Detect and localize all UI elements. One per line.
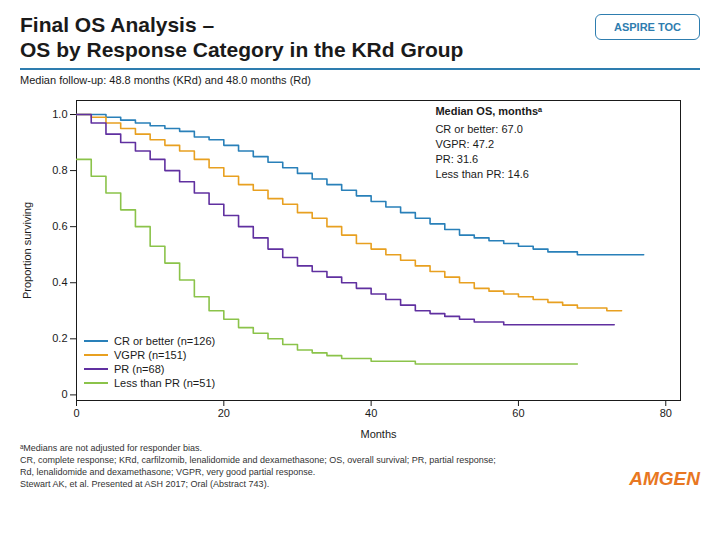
svg-text:0.6: 0.6 [52,220,67,232]
html-text:Median follow-up: 48.8 months: Median follow-up: 48.8 months (KRd) and … [20,74,311,86]
svg-text:Proportion surviving: Proportion surviving [21,202,33,299]
html-text:VGPR (n=151): VGPR (n=151) [114,349,187,361]
html-text:Final OS Analysis –: Final OS Analysis – [20,13,215,36]
html-text:PR: 31.6: PR: 31.6 [435,153,479,165]
html-text:Stewart AK, et al. Presented a: Stewart AK, et al. Presented at ASH 2017… [20,479,270,489]
svg-text:0: 0 [61,388,67,400]
svg-text:1.0: 1.0 [52,108,67,120]
html-text:Less than PR (n=51): Less than PR (n=51) [114,377,216,389]
html-text:CR, complete response; KRd, ca: CR, complete response; KRd, carfilzomib,… [20,455,496,465]
svg-text:0.8: 0.8 [52,164,67,176]
html-text:CR or better: 67.0: CR or better: 67.0 [435,123,523,135]
html-text:OS by Response Category in the: OS by Response Category in the KRd Group [20,38,464,61]
html-text:CR or better (n=126): CR or better (n=126) [114,335,216,347]
html-text:Less than PR: 14.6: Less than PR: 14.6 [435,168,529,180]
html-text:Median OS, monthsᵃ: Median OS, monthsᵃ [435,105,543,117]
svg-text:80: 80 [660,407,672,419]
html-text:VGPR: 47.2: VGPR: 47.2 [435,138,495,150]
html-text:Rd, lenalidomide and dexametha: Rd, lenalidomide and dexamethasone; VGPR… [20,467,316,477]
svg-text:0.2: 0.2 [52,332,67,344]
svg-text:Months: Months [360,428,397,440]
svg-text:40: 40 [365,407,377,419]
html-text:PR (n=68): PR (n=68) [114,363,165,375]
svg-text:20: 20 [218,407,230,419]
html-text:ᵃMedians are not adjusted for: ᵃMedians are not adjusted for responder … [20,443,202,453]
html-text:AMGEN: AMGEN [629,468,700,489]
svg-text:60: 60 [512,407,524,419]
svg-text:0.4: 0.4 [52,276,67,288]
html-text:ASPIRE TOC: ASPIRE TOC [614,21,681,33]
svg-text:0: 0 [73,407,79,419]
